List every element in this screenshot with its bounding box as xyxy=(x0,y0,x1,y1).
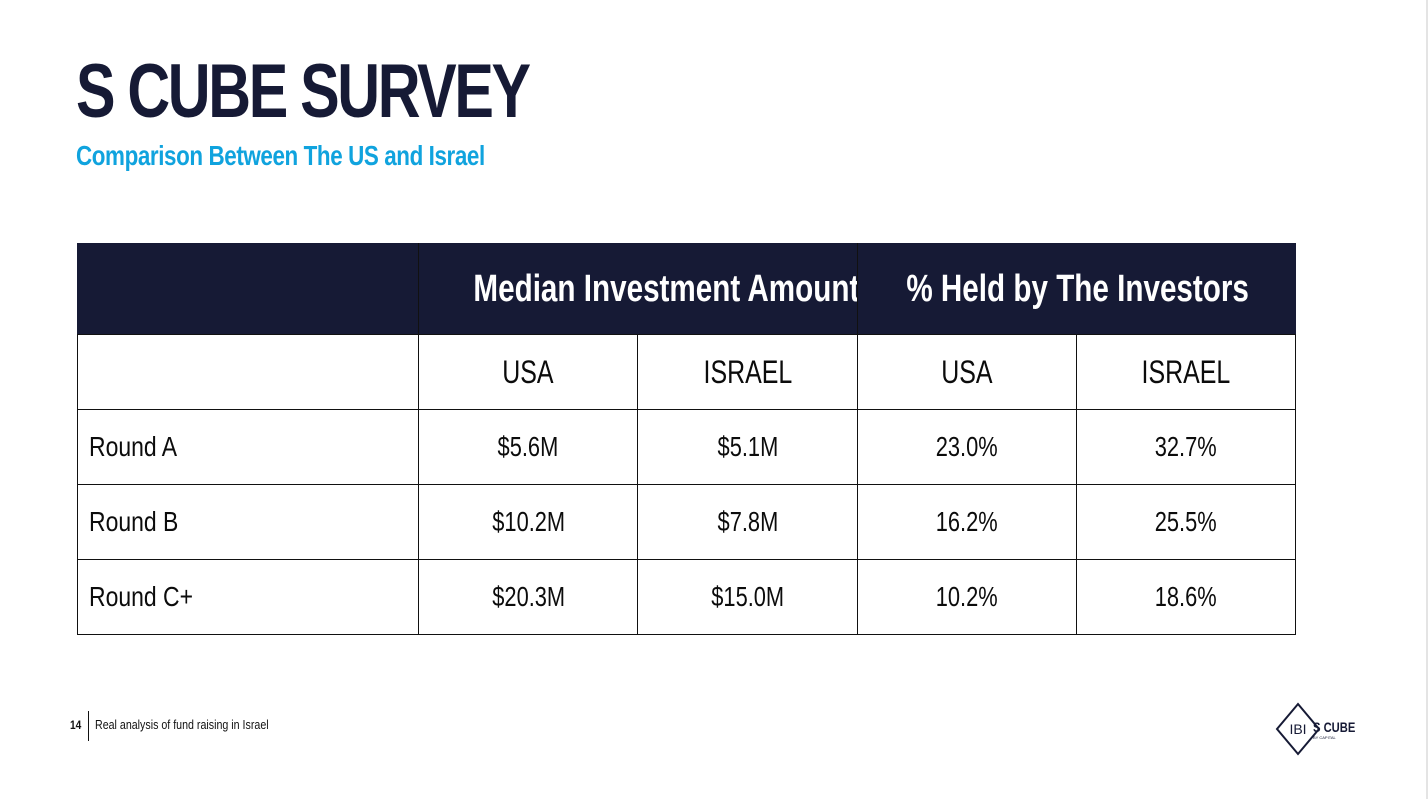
table-cell: 25.5% xyxy=(1075,484,1297,560)
row-label-round-c-plus: Round C+ xyxy=(76,559,420,635)
s-cube-logo: IBI xyxy=(1275,702,1321,756)
slide-right-edge xyxy=(1426,0,1428,799)
sub-header-cell: ISRAEL xyxy=(1075,334,1297,410)
table-cell: 16.2% xyxy=(856,484,1077,560)
sub-header-corner xyxy=(76,334,420,410)
group-header-median-investment: Median Investment Amount xyxy=(418,243,858,335)
group-header-row: Median Investment Amount % Held by The I… xyxy=(76,243,1297,335)
table-cell: 32.7% xyxy=(1075,409,1297,485)
sub-header-row: USA ISRAEL USA ISRAEL xyxy=(76,334,1297,410)
comparison-table: Median Investment Amount % Held by The I… xyxy=(76,243,1297,635)
row-label-round-b: Round B xyxy=(76,484,420,560)
table-cell: $20.3M xyxy=(418,559,639,635)
page-title: S CUBE SURVEY xyxy=(76,49,531,134)
logo-mark: IBI xyxy=(1289,721,1306,737)
group-header-percent-held: % Held by The Investors xyxy=(856,243,1297,335)
page-number: 14 xyxy=(70,718,82,732)
table-cell: 10.2% xyxy=(856,559,1077,635)
sub-header-cell: ISRAEL xyxy=(637,334,858,410)
footer-caption: Real analysis of fund raising in Israel xyxy=(95,717,269,732)
logo-name: S CUBE xyxy=(1313,719,1356,735)
table-row: Round A $5.6M $5.1M 23.0% 32.7% xyxy=(76,409,1297,485)
table-cell: $5.1M xyxy=(637,409,858,485)
footer-divider xyxy=(88,711,89,741)
logo-diamond-shape xyxy=(1275,702,1321,756)
row-label-round-a: Round A xyxy=(76,409,420,485)
table-cell: 18.6% xyxy=(1075,559,1297,635)
table-cell: $15.0M xyxy=(637,559,858,635)
group-header-corner xyxy=(76,243,420,335)
sub-header-cell: USA xyxy=(418,334,639,410)
table-cell: $5.6M xyxy=(418,409,639,485)
table-cell: $10.2M xyxy=(418,484,639,560)
table-cell: 23.0% xyxy=(856,409,1077,485)
table-cell: $7.8M xyxy=(637,484,858,560)
page-subtitle: Comparison Between The US and Israel xyxy=(76,140,485,171)
logo-tagline: BY CAPITAL xyxy=(1313,735,1336,740)
table-row: Round C+ $20.3M $15.0M 10.2% 18.6% xyxy=(76,559,1297,635)
table-row: Round B $10.2M $7.8M 16.2% 25.5% xyxy=(76,484,1297,560)
sub-header-cell: USA xyxy=(856,334,1077,410)
